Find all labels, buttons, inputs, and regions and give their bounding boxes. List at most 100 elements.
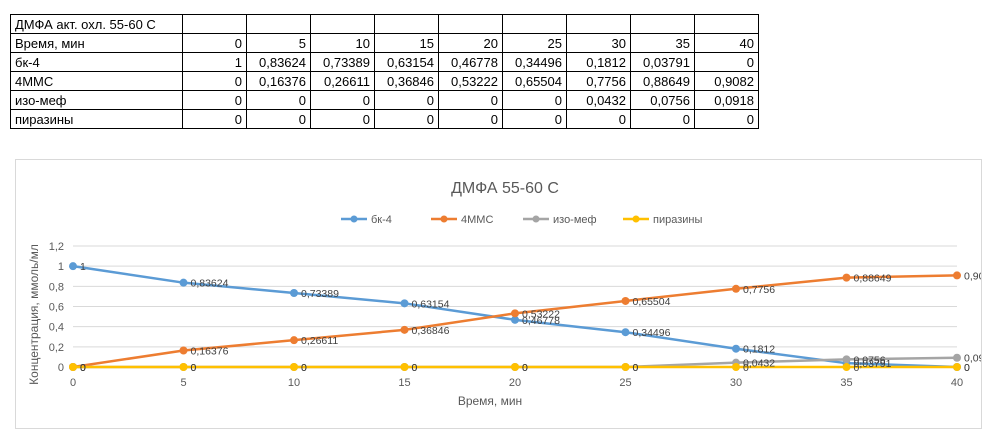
- value-cell[interactable]: 0: [182, 109, 247, 129]
- data-point[interactable]: [69, 363, 77, 371]
- data-point[interactable]: [179, 278, 188, 287]
- value-cell[interactable]: 0: [630, 109, 695, 129]
- value-cell[interactable]: 0,0432: [566, 90, 631, 110]
- legend-label: пиразины: [653, 214, 702, 226]
- empty-cell[interactable]: [502, 14, 567, 34]
- data-label: 0,0756: [854, 354, 886, 366]
- legend-entry[interactable]: изо-меф: [523, 214, 597, 226]
- value-cell[interactable]: 0,9082: [694, 71, 759, 91]
- value-cell[interactable]: 0,46778: [438, 52, 503, 72]
- empty-cell[interactable]: [182, 14, 247, 34]
- table-title-cell[interactable]: ДМФА акт. охл. 55-60 С: [10, 14, 183, 34]
- value-cell[interactable]: 0,65504: [502, 71, 567, 91]
- value-cell[interactable]: 0: [182, 71, 247, 91]
- value-cell[interactable]: 10: [310, 33, 375, 53]
- value-cell[interactable]: 0: [438, 90, 503, 110]
- value-cell[interactable]: 0,1812: [566, 52, 631, 72]
- value-cell[interactable]: 0,0918: [694, 90, 759, 110]
- value-cell[interactable]: 0: [374, 90, 439, 110]
- data-point[interactable]: [621, 328, 630, 337]
- empty-cell[interactable]: [310, 14, 375, 34]
- data-point[interactable]: [511, 363, 519, 371]
- data-labels-1: 0 0,16376 0,26611 0,36846 0,53222 0,65504 0,77…: [80, 270, 990, 374]
- empty-cell[interactable]: [566, 14, 631, 34]
- empty-cell[interactable]: [438, 14, 503, 34]
- legend-entry[interactable]: 4ММС: [431, 214, 493, 226]
- data-point[interactable]: [290, 336, 298, 345]
- value-cell[interactable]: 0: [182, 90, 247, 110]
- value-cell[interactable]: 0: [566, 109, 631, 129]
- empty-cell[interactable]: [694, 14, 759, 34]
- value-cell[interactable]: 0,73389: [310, 52, 375, 72]
- value-cell[interactable]: 0: [246, 109, 311, 129]
- legend-entry[interactable]: пиразины: [623, 214, 702, 226]
- value-cell[interactable]: 0: [502, 90, 567, 110]
- legend-label: 4ММС: [461, 214, 493, 226]
- data-point[interactable]: [179, 363, 188, 371]
- chart-area[interactable]: ДМФА 55-60 С бк-4 4ММС изо-меф пиразины 0 0,2 0…: [15, 159, 990, 429]
- data-point[interactable]: [69, 262, 77, 271]
- row-label-cell[interactable]: 4ММС: [10, 71, 183, 91]
- value-cell[interactable]: 1: [182, 52, 247, 72]
- data-point[interactable]: [842, 273, 851, 282]
- data-label: 1: [80, 261, 86, 273]
- value-cell[interactable]: 0: [694, 109, 759, 129]
- value-cell[interactable]: 0,53222: [438, 71, 503, 91]
- row-label-cell[interactable]: пиразины: [10, 109, 183, 129]
- data-point[interactable]: [842, 355, 851, 364]
- value-cell[interactable]: 0: [438, 109, 503, 129]
- empty-cell[interactable]: [630, 14, 695, 34]
- data-point[interactable]: [400, 363, 409, 371]
- data-point[interactable]: [621, 363, 630, 371]
- data-point[interactable]: [842, 363, 851, 371]
- data-point[interactable]: [732, 363, 740, 371]
- value-cell[interactable]: 0: [374, 109, 439, 129]
- value-cell[interactable]: 30: [566, 33, 631, 53]
- value-cell[interactable]: 0,63154: [374, 52, 439, 72]
- data-point[interactable]: [511, 309, 519, 318]
- legend-entry[interactable]: бк-4: [341, 214, 392, 226]
- row-label-cell[interactable]: Время, мин: [10, 33, 183, 53]
- legend: бк-4 4ММС изо-меф пиразины: [341, 214, 702, 226]
- data-point[interactable]: [953, 271, 961, 280]
- value-cell[interactable]: 0,26611: [310, 71, 375, 91]
- value-cell[interactable]: 0: [694, 52, 759, 72]
- data-point[interactable]: [290, 363, 298, 371]
- data-point[interactable]: [732, 344, 740, 353]
- value-cell[interactable]: 0,03791: [630, 52, 695, 72]
- value-cell[interactable]: 5: [246, 33, 311, 53]
- data-label: 0,34496: [633, 327, 671, 339]
- value-cell[interactable]: 0,0756: [630, 90, 695, 110]
- row-label-cell[interactable]: бк-4: [10, 52, 183, 72]
- value-cell[interactable]: 35: [630, 33, 695, 53]
- value-cell[interactable]: 0: [246, 90, 311, 110]
- data-point[interactable]: [732, 284, 740, 293]
- value-cell[interactable]: 0: [310, 90, 375, 110]
- value-cell[interactable]: 0: [310, 109, 375, 129]
- value-cell[interactable]: 0: [182, 33, 247, 53]
- value-cell[interactable]: 15: [374, 33, 439, 53]
- data-point[interactable]: [400, 325, 409, 334]
- data-label: 0,46778: [522, 315, 560, 327]
- empty-cell[interactable]: [374, 14, 439, 34]
- data-point[interactable]: [953, 353, 961, 362]
- data-point[interactable]: [290, 288, 298, 297]
- data-point[interactable]: [179, 346, 188, 355]
- data-point[interactable]: [511, 315, 519, 324]
- value-cell[interactable]: 0,88649: [630, 71, 695, 91]
- value-cell[interactable]: 40: [694, 33, 759, 53]
- value-cell[interactable]: 0,16376: [246, 71, 311, 91]
- value-cell[interactable]: 0,7756: [566, 71, 631, 91]
- row-label-cell[interactable]: изо-меф: [10, 90, 183, 110]
- data-point[interactable]: [621, 296, 630, 305]
- data-point[interactable]: [400, 299, 409, 308]
- data-point[interactable]: [953, 363, 961, 371]
- value-cell[interactable]: 25: [502, 33, 567, 53]
- value-cell[interactable]: 0,83624: [246, 52, 311, 72]
- value-cell[interactable]: 20: [438, 33, 503, 53]
- value-cell[interactable]: 0,34496: [502, 52, 567, 72]
- value-cell[interactable]: 0: [502, 109, 567, 129]
- x-tick-label: 30: [730, 377, 742, 389]
- value-cell[interactable]: 0,36846: [374, 71, 439, 91]
- empty-cell[interactable]: [246, 14, 311, 34]
